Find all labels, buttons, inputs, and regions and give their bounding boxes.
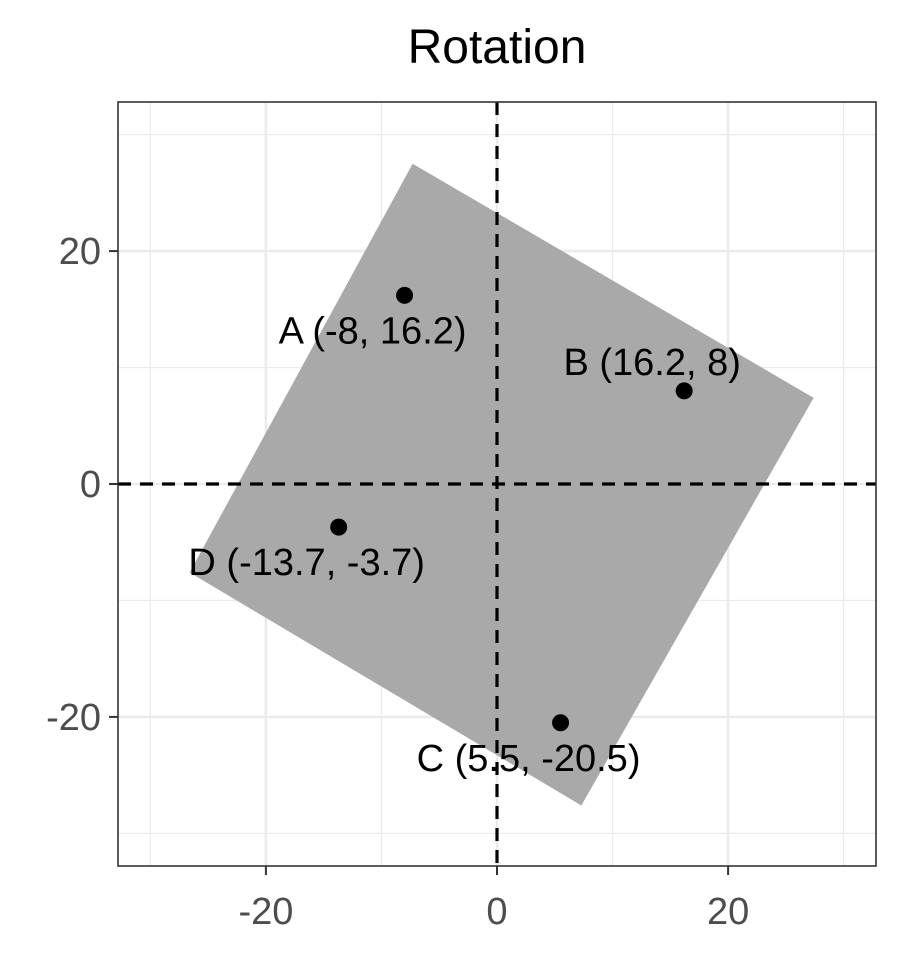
y-tick-label: -20 <box>46 697 101 739</box>
x-tick-label: 20 <box>707 891 749 933</box>
point-label-b: B (16.2, 8) <box>563 342 740 384</box>
chart-title: Rotation <box>408 21 587 74</box>
point-labels: A (-8, 16.2) B (16.2, 8) C (5.5, -20.5) D (… <box>188 310 740 779</box>
data-point-c <box>552 714 570 732</box>
x-tick-label: -20 <box>238 891 293 933</box>
point-label-a: A (-8, 16.2) <box>279 310 467 352</box>
data-point-b <box>675 382 693 400</box>
y-tick-label: 20 <box>59 231 101 273</box>
y-tick-label: 0 <box>80 464 101 506</box>
data-points <box>330 286 693 732</box>
point-label-d: D (-13.7, -3.7) <box>188 542 425 584</box>
point-label-c: C (5.5, -20.5) <box>417 738 641 780</box>
x-axis: -20 0 20 <box>238 866 749 933</box>
data-point-d <box>330 518 348 536</box>
y-axis: -20 0 20 <box>46 231 118 739</box>
data-point-a <box>396 286 414 304</box>
x-tick-label: 0 <box>486 891 507 933</box>
